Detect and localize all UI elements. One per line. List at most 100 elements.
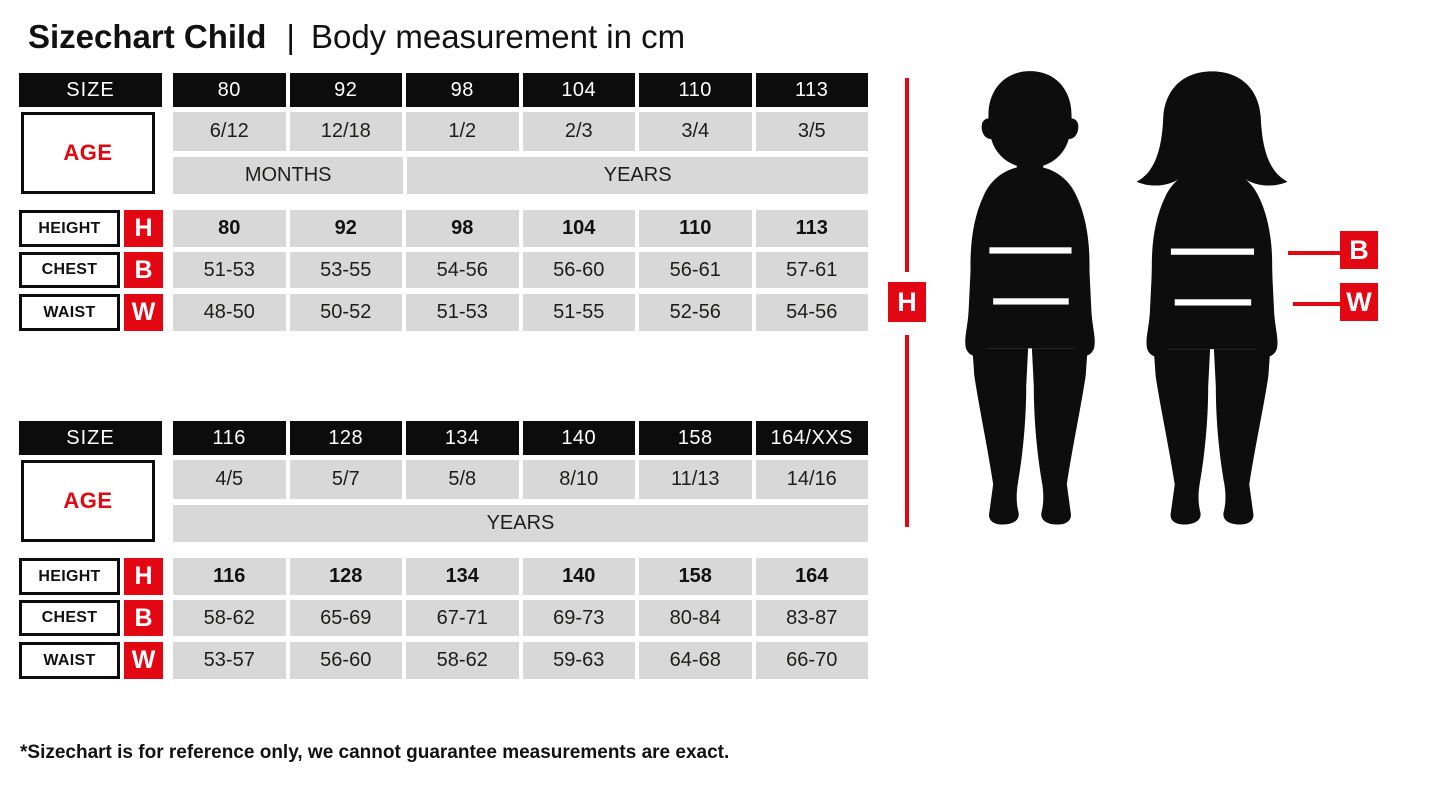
age-unit-cells: YEARS (173, 505, 868, 542)
chest-cell: 53-55 (289, 252, 402, 288)
chest-letter-badge: B (124, 600, 163, 636)
chest-header-label: CHEST (19, 252, 120, 288)
age-cell: 1/2 (406, 112, 519, 151)
size-header-label: SIZE (19, 73, 162, 107)
size-cell: 104 (522, 73, 635, 107)
waist-cell: 53-57 (173, 642, 286, 679)
age-cell: 5/7 (289, 460, 402, 499)
height-cell: 158 (639, 558, 752, 595)
page-title: Sizechart Child | Body measurement in cm (28, 18, 685, 56)
height-cell: 98 (406, 210, 519, 247)
age-cell: 3/5 (755, 112, 868, 151)
age-unit-cell: MONTHS (173, 157, 404, 194)
chest-row: 58-62 65-69 67-71 69-73 80-84 83-87 (17, 600, 868, 636)
waist-cell: 59-63 (522, 642, 635, 679)
waist-letter-badge: W (124, 642, 163, 679)
height-cell: 140 (522, 558, 635, 595)
height-cell: 128 (289, 558, 402, 595)
chest-measure-line (1288, 251, 1340, 255)
chest-diagram-badge: B (1340, 231, 1378, 269)
size-cell: 110 (639, 73, 752, 107)
height-cells: 116 128 134 140 158 164 (173, 558, 868, 595)
chest-letter-badge: B (124, 252, 163, 288)
chest-cell: 56-61 (639, 252, 752, 288)
chest-cells: 58-62 65-69 67-71 69-73 80-84 83-87 (173, 600, 868, 636)
height-measure-line-bottom (905, 335, 909, 527)
height-letter-badge: H (124, 210, 163, 247)
age-unit-cell: YEARS (173, 505, 868, 542)
chest-row: 51-53 53-55 54-56 56-60 56-61 57-61 (17, 252, 868, 288)
title-main: Sizechart Child (28, 18, 267, 55)
size-cells: 80 92 98 104 110 113 (173, 73, 868, 107)
height-diagram-badge: H (888, 282, 926, 322)
waist-diagram-badge: W (1340, 283, 1378, 321)
height-cell: 110 (639, 210, 752, 247)
age-cell: 3/4 (639, 112, 752, 151)
age-cell: 2/3 (522, 112, 635, 151)
height-cell: 92 (289, 210, 402, 247)
chest-cell: 58-62 (173, 600, 286, 636)
size-cell: 113 (755, 73, 868, 107)
chest-cell: 80-84 (639, 600, 752, 636)
age-cells: 6/12 12/18 1/2 2/3 3/4 3/5 (173, 112, 868, 151)
height-cell: 164 (755, 558, 868, 595)
age-cell: 4/5 (173, 460, 286, 499)
waist-cells: 48-50 50-52 51-53 51-55 52-56 54-56 (173, 294, 868, 331)
sizechart-table-large: SIZE 116 128 134 140 158 164/XXS 4/5 5/7 5/8 8/1… (17, 421, 868, 679)
waist-cell: 48-50 (173, 294, 286, 331)
girl-silhouette (1126, 66, 1298, 529)
chest-cell: 67-71 (406, 600, 519, 636)
waist-row: 53-57 56-60 58-62 59-63 64-68 66-70 (17, 642, 868, 679)
chest-header-label: CHEST (19, 600, 120, 636)
height-cell: 116 (173, 558, 286, 595)
chest-cell: 83-87 (755, 600, 868, 636)
size-row: SIZE 80 92 98 104 110 113 (17, 73, 868, 107)
height-row: 80 92 98 104 110 113 (17, 210, 868, 247)
size-cells: 116 128 134 140 158 164/XXS (173, 421, 868, 455)
size-cell: 80 (173, 73, 286, 107)
waist-letter-badge: W (124, 294, 163, 331)
age-row: 4/5 5/7 5/8 8/10 11/13 14/16 (17, 460, 868, 499)
height-cell: 134 (406, 558, 519, 595)
sizechart-table-small: SIZE 80 92 98 104 110 113 6/12 12/18 1/2 2/3 3/4 3… (17, 73, 868, 331)
disclaimer-note: *Sizechart is for reference only, we can… (20, 742, 730, 763)
chest-cell: 57-61 (755, 252, 868, 288)
waist-measure-line (1293, 302, 1340, 306)
waist-cell: 56-60 (289, 642, 402, 679)
chest-cell: 65-69 (289, 600, 402, 636)
chest-cell: 69-73 (522, 600, 635, 636)
waist-cells: 53-57 56-60 58-62 59-63 64-68 66-70 (173, 642, 868, 679)
size-cell: 98 (406, 73, 519, 107)
size-cell: 116 (173, 421, 286, 455)
age-cell: 11/13 (639, 460, 752, 499)
age-cell: 12/18 (289, 112, 402, 151)
boy-silhouette (945, 64, 1115, 529)
age-cells: 4/5 5/7 5/8 8/10 11/13 14/16 (173, 460, 868, 499)
height-cell: 113 (755, 210, 868, 247)
chest-cell: 54-56 (406, 252, 519, 288)
age-header-label: AGE (21, 460, 155, 542)
waist-cell: 64-68 (639, 642, 752, 679)
chest-cells: 51-53 53-55 54-56 56-60 56-61 57-61 (173, 252, 868, 288)
title-subtitle: Body measurement in cm (310, 18, 686, 55)
height-row: 116 128 134 140 158 164 (17, 558, 868, 595)
title-separator: | (286, 18, 295, 55)
age-unit-row: MONTHS YEARS (17, 157, 868, 194)
age-cell: 8/10 (522, 460, 635, 499)
height-cells: 80 92 98 104 110 113 (173, 210, 868, 247)
waist-cell: 51-53 (406, 294, 519, 331)
waist-header-label: WAIST (19, 642, 120, 679)
waist-cell: 52-56 (639, 294, 752, 331)
chest-cell: 51-53 (173, 252, 286, 288)
size-header-label: SIZE (19, 421, 162, 455)
waist-cell: 50-52 (289, 294, 402, 331)
size-cell: 128 (289, 421, 402, 455)
size-cell: 140 (522, 421, 635, 455)
age-cell: 6/12 (173, 112, 286, 151)
age-unit-cells: MONTHS YEARS (173, 157, 868, 194)
waist-cell: 58-62 (406, 642, 519, 679)
age-cell: 5/8 (406, 460, 519, 499)
size-cell: 134 (406, 421, 519, 455)
waist-cell: 54-56 (755, 294, 868, 331)
